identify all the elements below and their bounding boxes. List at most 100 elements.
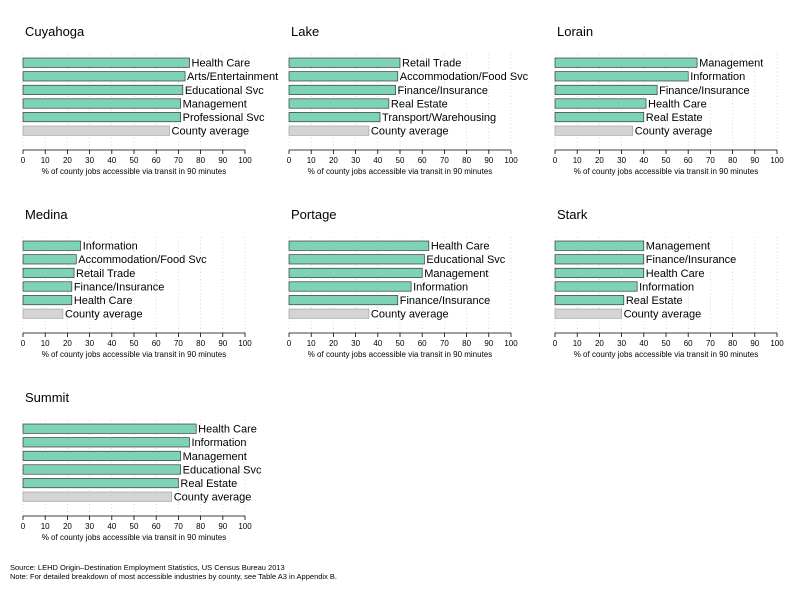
panel-title: Lake xyxy=(291,24,319,39)
x-tick-label: 0 xyxy=(553,339,558,348)
industry-bar xyxy=(288,57,401,68)
industry-bar xyxy=(288,281,412,292)
x-tick-label: 20 xyxy=(63,522,72,531)
x-tick-label: 90 xyxy=(484,339,493,348)
category-label: Professional Svc xyxy=(183,112,265,124)
category-label: Health Care xyxy=(648,98,707,110)
x-axis-title: % of county jobs accessible via transit … xyxy=(42,167,227,176)
x-tick-label: 20 xyxy=(63,156,72,165)
industry-bar xyxy=(22,98,181,109)
x-tick-label: 30 xyxy=(351,339,360,348)
x-tick-label: 10 xyxy=(307,339,316,348)
category-label: Real Estate xyxy=(391,98,448,110)
x-tick-label: 70 xyxy=(706,339,715,348)
industry-bar xyxy=(22,112,181,123)
x-tick-label: 100 xyxy=(238,339,252,348)
x-tick-label: 60 xyxy=(152,156,161,165)
county-average-label: County average xyxy=(371,126,449,138)
category-label: Management xyxy=(183,98,247,110)
industry-bar xyxy=(554,57,698,68)
x-tick-label: 10 xyxy=(41,156,50,165)
x-tick-label: 100 xyxy=(770,156,784,165)
industry-bar xyxy=(554,112,645,123)
county-average-label: County average xyxy=(174,492,252,504)
x-tick-label: 30 xyxy=(617,339,626,348)
x-tick-label: 70 xyxy=(174,156,183,165)
industry-bar xyxy=(22,57,190,68)
category-label: Educational Svc xyxy=(185,85,264,97)
x-tick-label: 70 xyxy=(440,156,449,165)
x-tick-label: 0 xyxy=(553,156,558,165)
x-tick-label: 100 xyxy=(504,339,518,348)
category-label: Information xyxy=(192,437,247,449)
panel-title: Cuyahoga xyxy=(25,24,85,39)
industry-bar xyxy=(554,254,645,265)
x-axis-title: % of county jobs accessible via transit … xyxy=(308,350,493,359)
industry-bar xyxy=(554,295,625,306)
industry-bar xyxy=(22,240,82,251)
x-axis-title: % of county jobs accessible via transit … xyxy=(574,167,759,176)
category-label: Health Care xyxy=(646,268,705,280)
category-label: Finance/Insurance xyxy=(74,281,165,293)
x-tick-label: 30 xyxy=(351,156,360,165)
county-average-bar xyxy=(288,125,370,136)
industry-bar xyxy=(22,450,181,461)
appendix-note: Note: For detailed breakdown of most acc… xyxy=(10,572,337,581)
x-tick-label: 90 xyxy=(218,522,227,531)
x-tick-label: 30 xyxy=(85,339,94,348)
x-tick-label: 90 xyxy=(218,339,227,348)
panel-title: Portage xyxy=(291,207,337,222)
x-tick-label: 40 xyxy=(107,156,116,165)
source-note: Source: LEHD Origin–Destination Employme… xyxy=(10,563,285,572)
x-tick-label: 50 xyxy=(662,339,671,348)
category-label: Information xyxy=(83,241,138,253)
industry-bar xyxy=(22,254,77,265)
category-label: Management xyxy=(424,268,488,280)
industry-bar xyxy=(22,464,181,475)
industry-bar xyxy=(22,423,197,434)
county-average-label: County average xyxy=(635,126,713,138)
county-average-bar xyxy=(22,308,64,319)
x-tick-label: 60 xyxy=(684,156,693,165)
x-tick-label: 10 xyxy=(307,156,316,165)
category-label: Finance/Insurance xyxy=(646,254,737,266)
x-tick-label: 10 xyxy=(41,522,50,531)
x-tick-label: 0 xyxy=(287,156,292,165)
category-label: Finance/Insurance xyxy=(659,85,750,97)
category-label: Transport/Warehousing xyxy=(382,112,496,124)
x-tick-label: 70 xyxy=(174,522,183,531)
panel-title: Medina xyxy=(25,207,68,222)
x-tick-label: 80 xyxy=(196,156,205,165)
x-axis-title: % of county jobs accessible via transit … xyxy=(308,167,493,176)
category-label: Health Care xyxy=(431,241,490,253)
industry-bar xyxy=(288,240,430,251)
x-tick-label: 50 xyxy=(396,156,405,165)
x-tick-label: 90 xyxy=(218,156,227,165)
x-tick-label: 40 xyxy=(107,339,116,348)
x-tick-label: 40 xyxy=(373,339,382,348)
county-average-bar xyxy=(22,491,173,502)
industry-bar xyxy=(288,267,423,278)
x-tick-label: 50 xyxy=(662,156,671,165)
county-average-label: County average xyxy=(65,309,143,321)
industry-bar xyxy=(22,437,190,448)
category-label: Management xyxy=(699,58,763,70)
x-tick-label: 10 xyxy=(573,156,582,165)
category-label: Real Estate xyxy=(646,112,703,124)
x-tick-label: 20 xyxy=(595,156,604,165)
x-tick-label: 70 xyxy=(440,339,449,348)
category-label: Management xyxy=(646,241,710,253)
category-label: Accommodation/Food Svc xyxy=(78,254,207,266)
x-tick-label: 10 xyxy=(573,339,582,348)
x-tick-label: 0 xyxy=(21,156,26,165)
x-tick-label: 20 xyxy=(329,339,338,348)
x-tick-label: 80 xyxy=(196,339,205,348)
industry-bar xyxy=(288,254,425,265)
category-label: Health Care xyxy=(198,424,257,436)
